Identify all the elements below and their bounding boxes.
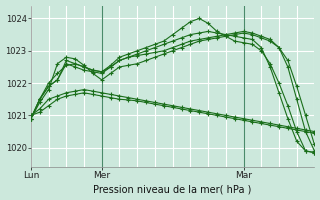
X-axis label: Pression niveau de la mer( hPa ): Pression niveau de la mer( hPa ) (93, 184, 252, 194)
